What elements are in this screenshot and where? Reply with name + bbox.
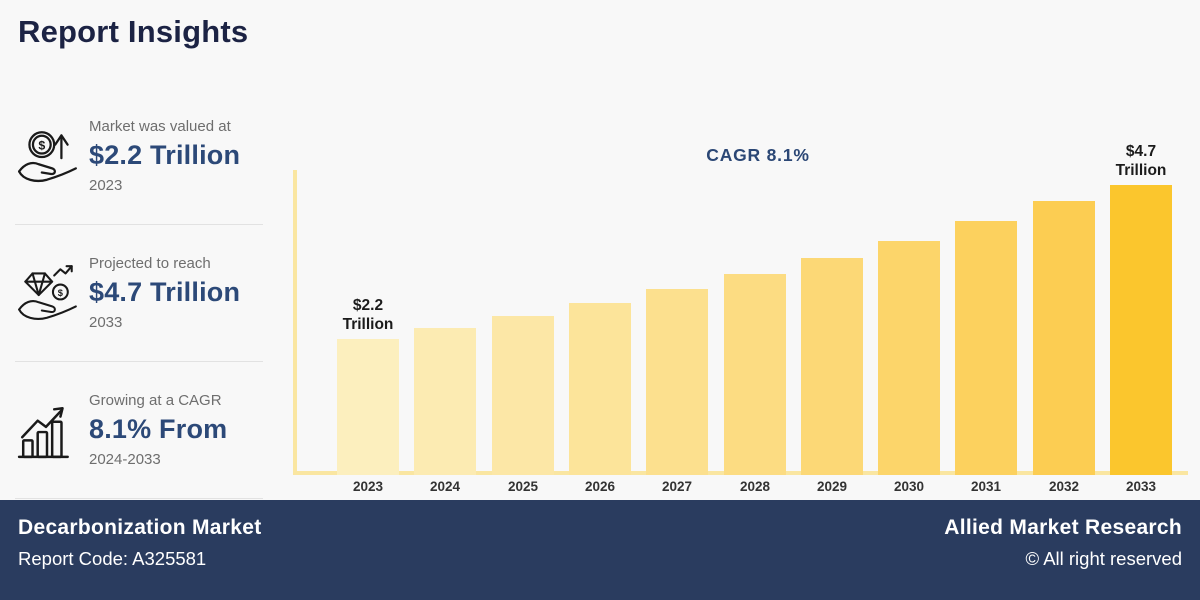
page-title: Report Insights	[18, 14, 249, 49]
y-axis-line	[293, 170, 297, 475]
bar-2032	[1033, 201, 1095, 475]
bar-annotation-2023: $2.2 Trillion	[342, 297, 394, 333]
bar-2025	[492, 316, 554, 475]
divider	[15, 224, 263, 225]
stat-text: Growing at a CAGR 8.1% From 2024-2033	[89, 392, 265, 468]
divider	[15, 361, 263, 362]
stat-label: Projected to reach	[89, 255, 211, 272]
x-axis-label: 2025	[507, 479, 539, 494]
bar-2029	[801, 258, 863, 475]
footer-right: Allied Market Research © All right reser…	[944, 516, 1182, 570]
bar-2023	[337, 339, 399, 475]
svg-text:$: $	[58, 288, 64, 298]
copyright-text: © All right reserved	[1025, 548, 1182, 569]
bar-2031	[955, 221, 1017, 475]
brand-name: Allied Market Research	[944, 516, 1182, 539]
x-axis-label: 2031	[970, 479, 1002, 494]
bar-chart: 2023 2024 2025 2026 2027 2028 2029 2030 2031 2032…	[293, 143, 1188, 494]
stat-period: 2023	[89, 177, 123, 194]
chart-title: CAGR 8.1%	[706, 145, 810, 165]
stat-text: Projected to reach $4.7 Trillion 2033	[89, 255, 265, 331]
svg-text:$: $	[38, 138, 45, 152]
x-axis-label: 2024	[429, 479, 461, 494]
market-name: Decarbonization Market	[18, 516, 262, 539]
x-axis-label: 2033	[1125, 479, 1157, 494]
stats-panel: $ Market was valued at $2.2 Trillion 202…	[15, 88, 265, 499]
bar-2027	[646, 289, 708, 475]
stat-period: 2033	[89, 314, 123, 331]
investment-hand-icon: $	[15, 262, 89, 324]
bar-2026	[569, 303, 631, 475]
x-axis-label: 2028	[739, 479, 771, 494]
stat-period: 2024-2033	[89, 451, 161, 468]
x-axis-label: 2029	[816, 479, 848, 494]
divider	[15, 498, 263, 499]
x-axis-label: 2026	[584, 479, 616, 494]
footer-left: Decarbonization Market Report Code: A325…	[18, 516, 262, 570]
x-axis-label: 2023	[352, 479, 384, 494]
bar-annotation-2033: $4.7 Trillion	[1115, 143, 1167, 179]
bar-2030	[878, 241, 940, 475]
report-code: Report Code: A325581	[18, 548, 207, 569]
x-axis-label: 2027	[661, 479, 693, 494]
x-axis-label: 2032	[1048, 479, 1080, 494]
stat-value: $4.7 Trillion	[89, 277, 241, 307]
stat-projected: $ Projected to reach $4.7 Trillion 2033	[15, 225, 265, 361]
stat-market-valued: $ Market was valued at $2.2 Trillion 202…	[15, 88, 265, 224]
money-growth-icon: $	[15, 125, 89, 187]
bar-2028	[724, 274, 786, 475]
footer-bar: Decarbonization Market Report Code: A325…	[0, 500, 1200, 600]
bar-2024	[414, 328, 476, 475]
stat-value: $2.2 Trillion	[89, 140, 241, 170]
stat-text: Market was valued at $2.2 Trillion 2023	[89, 118, 265, 194]
growth-bars-icon	[15, 400, 89, 460]
stat-cagr: Growing at a CAGR 8.1% From 2024-2033	[15, 362, 265, 498]
stat-label: Market was valued at	[89, 118, 231, 135]
x-axis-label: 2030	[893, 479, 925, 494]
bar-2033	[1110, 185, 1172, 475]
stat-label: Growing at a CAGR	[89, 392, 222, 409]
stat-value: 8.1% From	[89, 414, 228, 444]
